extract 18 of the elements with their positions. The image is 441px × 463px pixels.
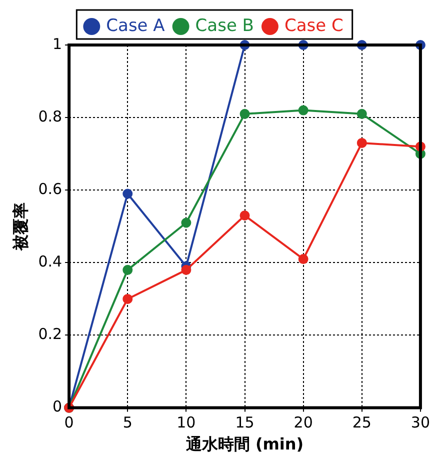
y-tick-label: 0.4 — [38, 252, 62, 271]
legend-label: Case B — [195, 16, 254, 36]
x-tick-label: 15 — [235, 414, 254, 432]
legend-label: Case C — [284, 16, 344, 36]
y-tick-label: 0 — [52, 398, 62, 416]
y-axis-title: 被覆率 — [10, 202, 30, 252]
legend-label: Case A — [106, 16, 166, 36]
y-tick-label: 0.2 — [38, 325, 62, 344]
x-tick-label: 10 — [176, 414, 196, 432]
y-tick-label: 1 — [52, 34, 62, 53]
y-tick-label: 0.8 — [38, 107, 62, 126]
x-tick-label: 25 — [352, 414, 372, 432]
x-tick-label: 20 — [294, 414, 313, 432]
x-axis-title: 通水時間 (min) — [184, 434, 304, 454]
x-tick-label: 30 — [410, 414, 430, 432]
y-tick-label: 0.6 — [38, 180, 62, 198]
x-tick-label: 0 — [64, 414, 74, 432]
x-tick-label: 5 — [122, 414, 132, 432]
